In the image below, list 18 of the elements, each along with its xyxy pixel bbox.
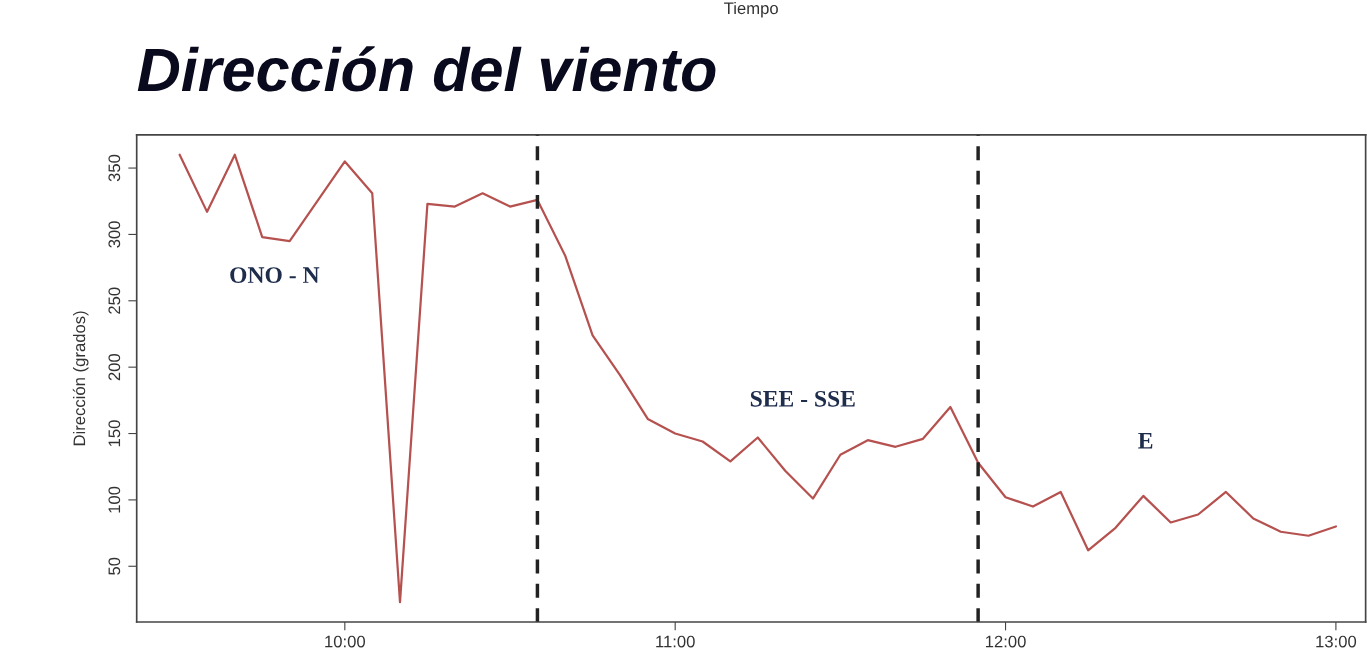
y-tick-label: 300 (108, 221, 121, 248)
x-tick-label: 12:00 (985, 635, 1026, 648)
x-tick-label: 11:00 (656, 635, 695, 648)
chart-title: Dirección del viento (137, 46, 716, 92)
y-tick-label: 100 (108, 486, 121, 513)
y-tick-label: 150 (108, 420, 121, 447)
y-axis-title: Dirección (grados) (72, 311, 89, 446)
line-series (178, 153, 1338, 604)
text: Tiempo (724, 1, 778, 18)
x-tick-label: 10:00 (325, 635, 366, 648)
y-tick-label: 250 (108, 287, 121, 314)
y-tick-label: 350 (108, 154, 121, 182)
x-tick-label: 13:00 (1316, 635, 1357, 648)
annotation: ONO - N (230, 267, 320, 284)
annotation: SEE - SSE (750, 390, 855, 407)
y-tick-label: 200 (108, 353, 121, 381)
annotation: E (1138, 432, 1153, 449)
y-tick-label: 50 (108, 557, 121, 575)
